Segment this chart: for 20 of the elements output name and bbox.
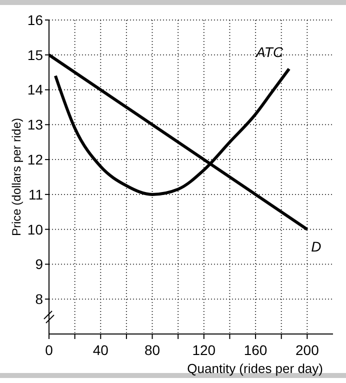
x-tick-label: 200 xyxy=(296,342,320,358)
y-tick-label: 8 xyxy=(35,291,44,308)
x-tick-label: 80 xyxy=(144,342,160,358)
x-tick-label: 0 xyxy=(45,342,54,358)
y-tick-label: 11 xyxy=(28,186,44,202)
y-tick-label: 15 xyxy=(27,46,44,63)
y-tick-label: 9 xyxy=(35,256,44,272)
y-tick-label: 14 xyxy=(27,82,44,98)
y-axis-title: Price (dollars per ride) xyxy=(9,118,24,236)
y-tick-label: 12 xyxy=(27,152,44,168)
y-tick-label: 13 xyxy=(27,116,44,133)
series-label: ATC xyxy=(255,44,284,60)
y-tick-label: 16 xyxy=(27,12,44,28)
x-tick-label: 120 xyxy=(192,342,216,358)
y-tick-label: 10 xyxy=(27,221,44,238)
line-series xyxy=(54,67,291,196)
x-axis-title: Quantity (rides per day) xyxy=(187,361,323,376)
x-tick-label: 40 xyxy=(92,342,109,358)
series-label: D xyxy=(311,238,322,254)
x-tick-label: 160 xyxy=(244,342,268,358)
